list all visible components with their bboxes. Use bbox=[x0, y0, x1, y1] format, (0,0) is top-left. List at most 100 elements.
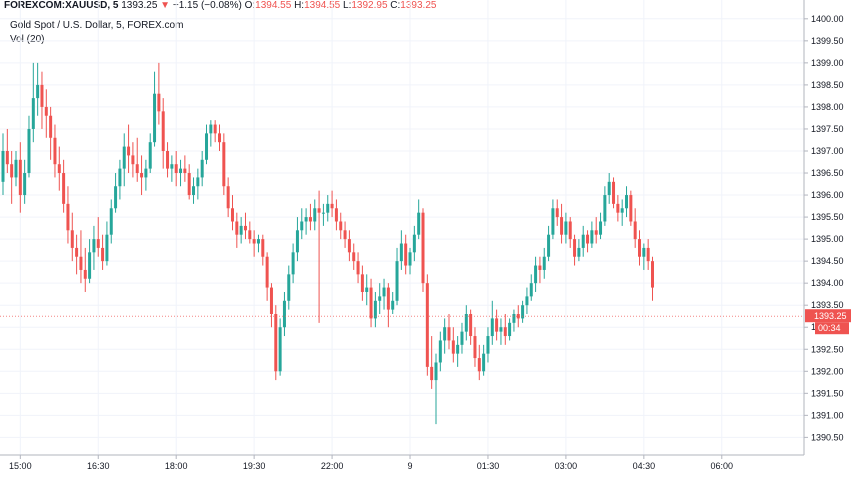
candle-body bbox=[287, 274, 291, 301]
candle-body bbox=[218, 133, 221, 143]
candle-body bbox=[464, 314, 468, 332]
price-tick-label: 1397.00 bbox=[811, 146, 844, 156]
candle-body bbox=[356, 261, 360, 275]
candle-body bbox=[321, 212, 325, 214]
volume-indicator-label[interactable]: Vol (20) bbox=[10, 34, 45, 45]
candle-body bbox=[256, 239, 260, 244]
candle-body bbox=[542, 256, 546, 270]
candle-body bbox=[555, 208, 559, 218]
candle-body bbox=[581, 234, 585, 248]
candle-body bbox=[183, 168, 187, 174]
candle-body bbox=[360, 274, 364, 292]
high-value: 1394.55 bbox=[304, 0, 341, 11]
candle-body bbox=[49, 115, 53, 138]
candle-body bbox=[560, 217, 564, 235]
open-label: O: bbox=[244, 0, 256, 11]
candle-body bbox=[23, 173, 27, 196]
candle-body bbox=[343, 230, 347, 240]
time-tick-label: 06:00 bbox=[711, 461, 734, 471]
chart-grid bbox=[0, 0, 804, 455]
candle-body bbox=[187, 173, 191, 196]
candle-body bbox=[161, 111, 165, 151]
candle-body bbox=[118, 168, 122, 187]
price-tick-label: 1391.50 bbox=[811, 388, 844, 398]
candle-body bbox=[534, 265, 538, 284]
symbol-label: FOREXCOM:XAUUSD, 5 bbox=[4, 0, 119, 11]
time-tick-label: 22:00 bbox=[321, 461, 344, 471]
candle-body bbox=[616, 203, 620, 213]
candle-body bbox=[278, 327, 282, 372]
candle-body bbox=[430, 366, 434, 381]
candle-body bbox=[5, 150, 9, 165]
candle-body bbox=[196, 177, 200, 187]
candle-body bbox=[10, 164, 14, 178]
low-value: 1392.95 bbox=[351, 0, 388, 11]
price-tick-label: 1399.50 bbox=[811, 36, 844, 46]
candle-body bbox=[295, 230, 299, 253]
candle-body bbox=[417, 212, 421, 235]
candle-body bbox=[490, 318, 494, 337]
candle-body bbox=[525, 296, 529, 306]
candle-body bbox=[239, 225, 243, 235]
candle-body bbox=[291, 252, 295, 275]
candle-body bbox=[568, 221, 572, 240]
candle-body bbox=[174, 164, 178, 174]
candle-body bbox=[313, 208, 317, 222]
candle-body bbox=[447, 327, 451, 341]
candle-body bbox=[192, 186, 196, 196]
candle-body bbox=[586, 234, 590, 244]
candle-body bbox=[317, 208, 321, 213]
candle-body bbox=[135, 164, 139, 174]
candle-body bbox=[529, 283, 533, 297]
candle-body bbox=[308, 217, 312, 222]
candle-body bbox=[629, 195, 633, 222]
candle-body bbox=[205, 133, 209, 160]
candle-body bbox=[521, 305, 525, 319]
candle-body bbox=[577, 247, 581, 257]
candle-body bbox=[425, 283, 429, 367]
candle-body bbox=[62, 173, 66, 204]
candle-body bbox=[499, 327, 503, 332]
candle-body bbox=[53, 137, 57, 165]
candle-body bbox=[213, 124, 217, 134]
last-price-line: 1393.25 00:34 bbox=[0, 309, 851, 335]
instrument-subtitle: Gold Spot / U.S. Dollar, 5, FOREX.com bbox=[10, 20, 184, 31]
candle-body bbox=[88, 252, 92, 279]
candle-body bbox=[551, 208, 555, 235]
candle-body bbox=[352, 252, 356, 262]
candles-layer bbox=[1, 62, 654, 425]
candle-body bbox=[269, 287, 273, 315]
candle-body bbox=[261, 239, 265, 257]
candle-body bbox=[70, 230, 74, 248]
price-tick-label: 1390.50 bbox=[811, 432, 844, 442]
candle-body bbox=[230, 208, 234, 222]
chart-legend: FOREXCOM:XAUUSD, 5 1393.25 ▼ −1.15 (−0.0… bbox=[4, 0, 436, 11]
candle-body bbox=[105, 234, 109, 262]
candle-body bbox=[603, 195, 607, 222]
candle-body bbox=[166, 150, 170, 169]
price-tick-label: 1396.50 bbox=[811, 168, 844, 178]
candle-body bbox=[200, 159, 204, 178]
candle-body bbox=[222, 142, 226, 187]
candle-body bbox=[14, 159, 18, 178]
candle-body bbox=[282, 300, 286, 328]
candle-body bbox=[235, 221, 239, 235]
last-price: 1393.25 bbox=[121, 0, 158, 11]
price-tick-label: 1396.00 bbox=[811, 190, 844, 200]
candle-body bbox=[18, 159, 22, 196]
low-label: L: bbox=[343, 0, 352, 11]
close-value: 1393.25 bbox=[400, 0, 437, 11]
candle-body bbox=[153, 93, 157, 143]
candle-body bbox=[620, 208, 624, 213]
candle-body bbox=[382, 287, 386, 297]
time-tick-label: 19:30 bbox=[243, 461, 266, 471]
candle-body bbox=[612, 181, 616, 204]
candle-body bbox=[486, 336, 490, 354]
price-tick-label: 1392.50 bbox=[811, 344, 844, 354]
time-tick-label: 18:00 bbox=[165, 461, 188, 471]
price-tick-label: 1394.00 bbox=[811, 278, 844, 288]
candle-body bbox=[460, 331, 464, 345]
price-tick-label: 1395.50 bbox=[811, 212, 844, 222]
candle-body bbox=[339, 221, 343, 231]
